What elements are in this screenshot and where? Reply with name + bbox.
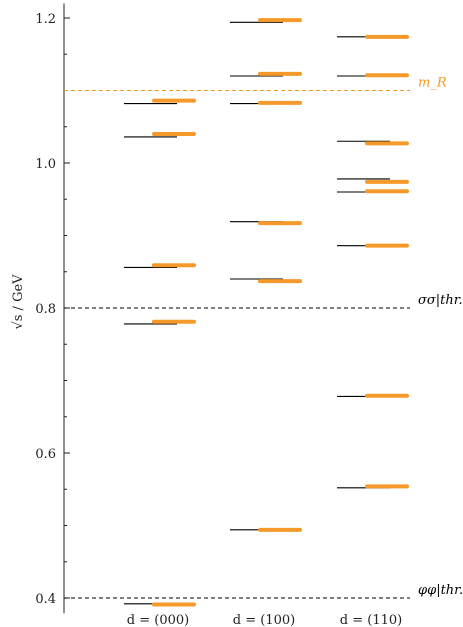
- y-tick-label: 0.4: [35, 592, 56, 607]
- category-labels: d = (000) d = (100) d = (110): [127, 613, 402, 627]
- result-level: [258, 527, 302, 532]
- y-tick-label: 1.2: [35, 12, 56, 27]
- reference-line-label: σσ|thr.: [418, 293, 463, 308]
- y-tick-label: 0.6: [35, 447, 56, 462]
- result-level: [365, 189, 409, 194]
- result-level: [365, 243, 409, 248]
- result-level: [365, 484, 409, 489]
- result-level: [152, 263, 196, 268]
- energy-levels: [124, 18, 409, 607]
- category-label: d = (100): [233, 613, 295, 627]
- result-level: [365, 393, 409, 398]
- category-label: d = (110): [340, 613, 402, 627]
- result-level: [365, 141, 409, 146]
- result-level: [258, 100, 302, 105]
- result-level: [365, 179, 409, 184]
- result-level: [258, 279, 302, 284]
- y-axis: 0.4 0.6 0.8 1.0 1.2: [35, 3, 70, 614]
- reference-line-label: m_R: [418, 76, 447, 91]
- result-level: [152, 602, 196, 607]
- y-tick-label: 0.8: [35, 302, 56, 317]
- result-level: [258, 221, 302, 226]
- result-level: [152, 132, 196, 136]
- reference-line-label: φφ|thr.: [418, 583, 463, 598]
- reference-lines: m_R σσ|thr. φφ|thr.: [64, 76, 463, 599]
- result-level: [258, 71, 302, 76]
- category-label: d = (000): [127, 613, 189, 627]
- result-level: [365, 73, 409, 78]
- result-level: [258, 18, 302, 23]
- result-level: [152, 319, 196, 324]
- result-level: [365, 34, 409, 39]
- y-tick-label: 1.0: [35, 157, 56, 172]
- result-level: [152, 98, 196, 103]
- y-axis-label: √s / GeV: [11, 274, 26, 330]
